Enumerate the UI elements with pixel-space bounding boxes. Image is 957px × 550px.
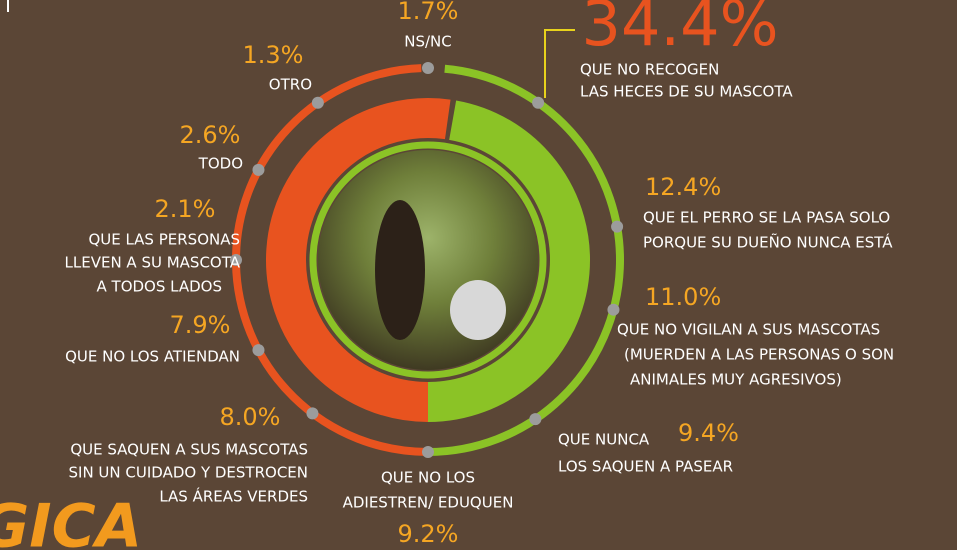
value-label: 8.0%	[220, 403, 281, 431]
connector	[544, 29, 575, 98]
value-label: 1.7%	[398, 0, 459, 25]
category-label: QUE EL PERRO SE LA PASA SOLO	[643, 209, 890, 227]
category-label: LOS SAQUEN A PASEAR	[558, 458, 733, 476]
value-label: 9.2%	[398, 520, 459, 548]
value-dot	[422, 62, 434, 74]
value-dot	[532, 96, 545, 109]
value-label: 1.3%	[243, 41, 304, 69]
value-label: 2.6%	[180, 121, 241, 149]
category-label: QUE NO VIGILAN A SUS MASCOTAS	[617, 321, 880, 339]
category-label: NS/NC	[404, 33, 452, 51]
value-dot	[311, 96, 324, 109]
footer-fragment: GICA	[0, 492, 142, 550]
category-label: ADIESTREN/ EDUQUEN	[343, 494, 514, 512]
category-label: (MUERDEN A LAS PERSONAS O SON	[624, 346, 894, 364]
value-dot	[306, 407, 319, 420]
value-dot	[422, 446, 434, 458]
photo-dog	[450, 280, 506, 340]
photo-ring	[309, 141, 547, 379]
category-label: LAS ÁREAS VERDES	[159, 487, 308, 506]
category-label: OTRO	[269, 76, 312, 94]
value-dot	[252, 163, 265, 176]
category-label: SIN UN CUIDADO Y DESTROCEN	[69, 464, 309, 482]
value-dot	[607, 303, 620, 316]
category-label: QUE SAQUEN A SUS MASCOTAS	[70, 441, 308, 459]
value-label: 11.0%	[645, 283, 721, 311]
category-label: LLEVEN A SU MASCOTA	[65, 254, 241, 272]
category-label: TODO	[198, 155, 243, 173]
value-dot	[529, 413, 542, 426]
ring-arc	[427, 64, 624, 456]
donut-arc	[266, 98, 451, 422]
value-dot	[252, 344, 265, 357]
value-label: 7.9%	[170, 311, 231, 339]
value-label: 12.4%	[645, 173, 721, 201]
photo	[318, 150, 538, 370]
category-label: QUE NO LOS	[381, 469, 475, 487]
category-label: PORQUE SU DUEÑO NUNCA ESTÁ	[643, 233, 893, 252]
category-label: QUE NO RECOGEN	[580, 61, 719, 79]
value-label: 34.4%	[582, 0, 779, 60]
value-dot	[230, 254, 242, 266]
category-label: ANIMALES MUY AGRESIVOS)	[630, 371, 842, 389]
category-label: QUE LAS PERSONAS	[88, 231, 240, 249]
photo-figure	[375, 200, 425, 340]
category-label: QUE NUNCA	[558, 431, 650, 449]
value-dot	[611, 220, 624, 233]
category-label: QUE NO LOS ATIENDAN	[65, 348, 240, 366]
donut-arc	[427, 100, 590, 422]
value-label: 2.1%	[155, 195, 216, 223]
category-label: LAS HECES DE SU MASCOTA	[580, 83, 793, 101]
value-label: 9.4%	[678, 419, 739, 447]
category-label: A TODOS LADOS	[97, 278, 223, 296]
